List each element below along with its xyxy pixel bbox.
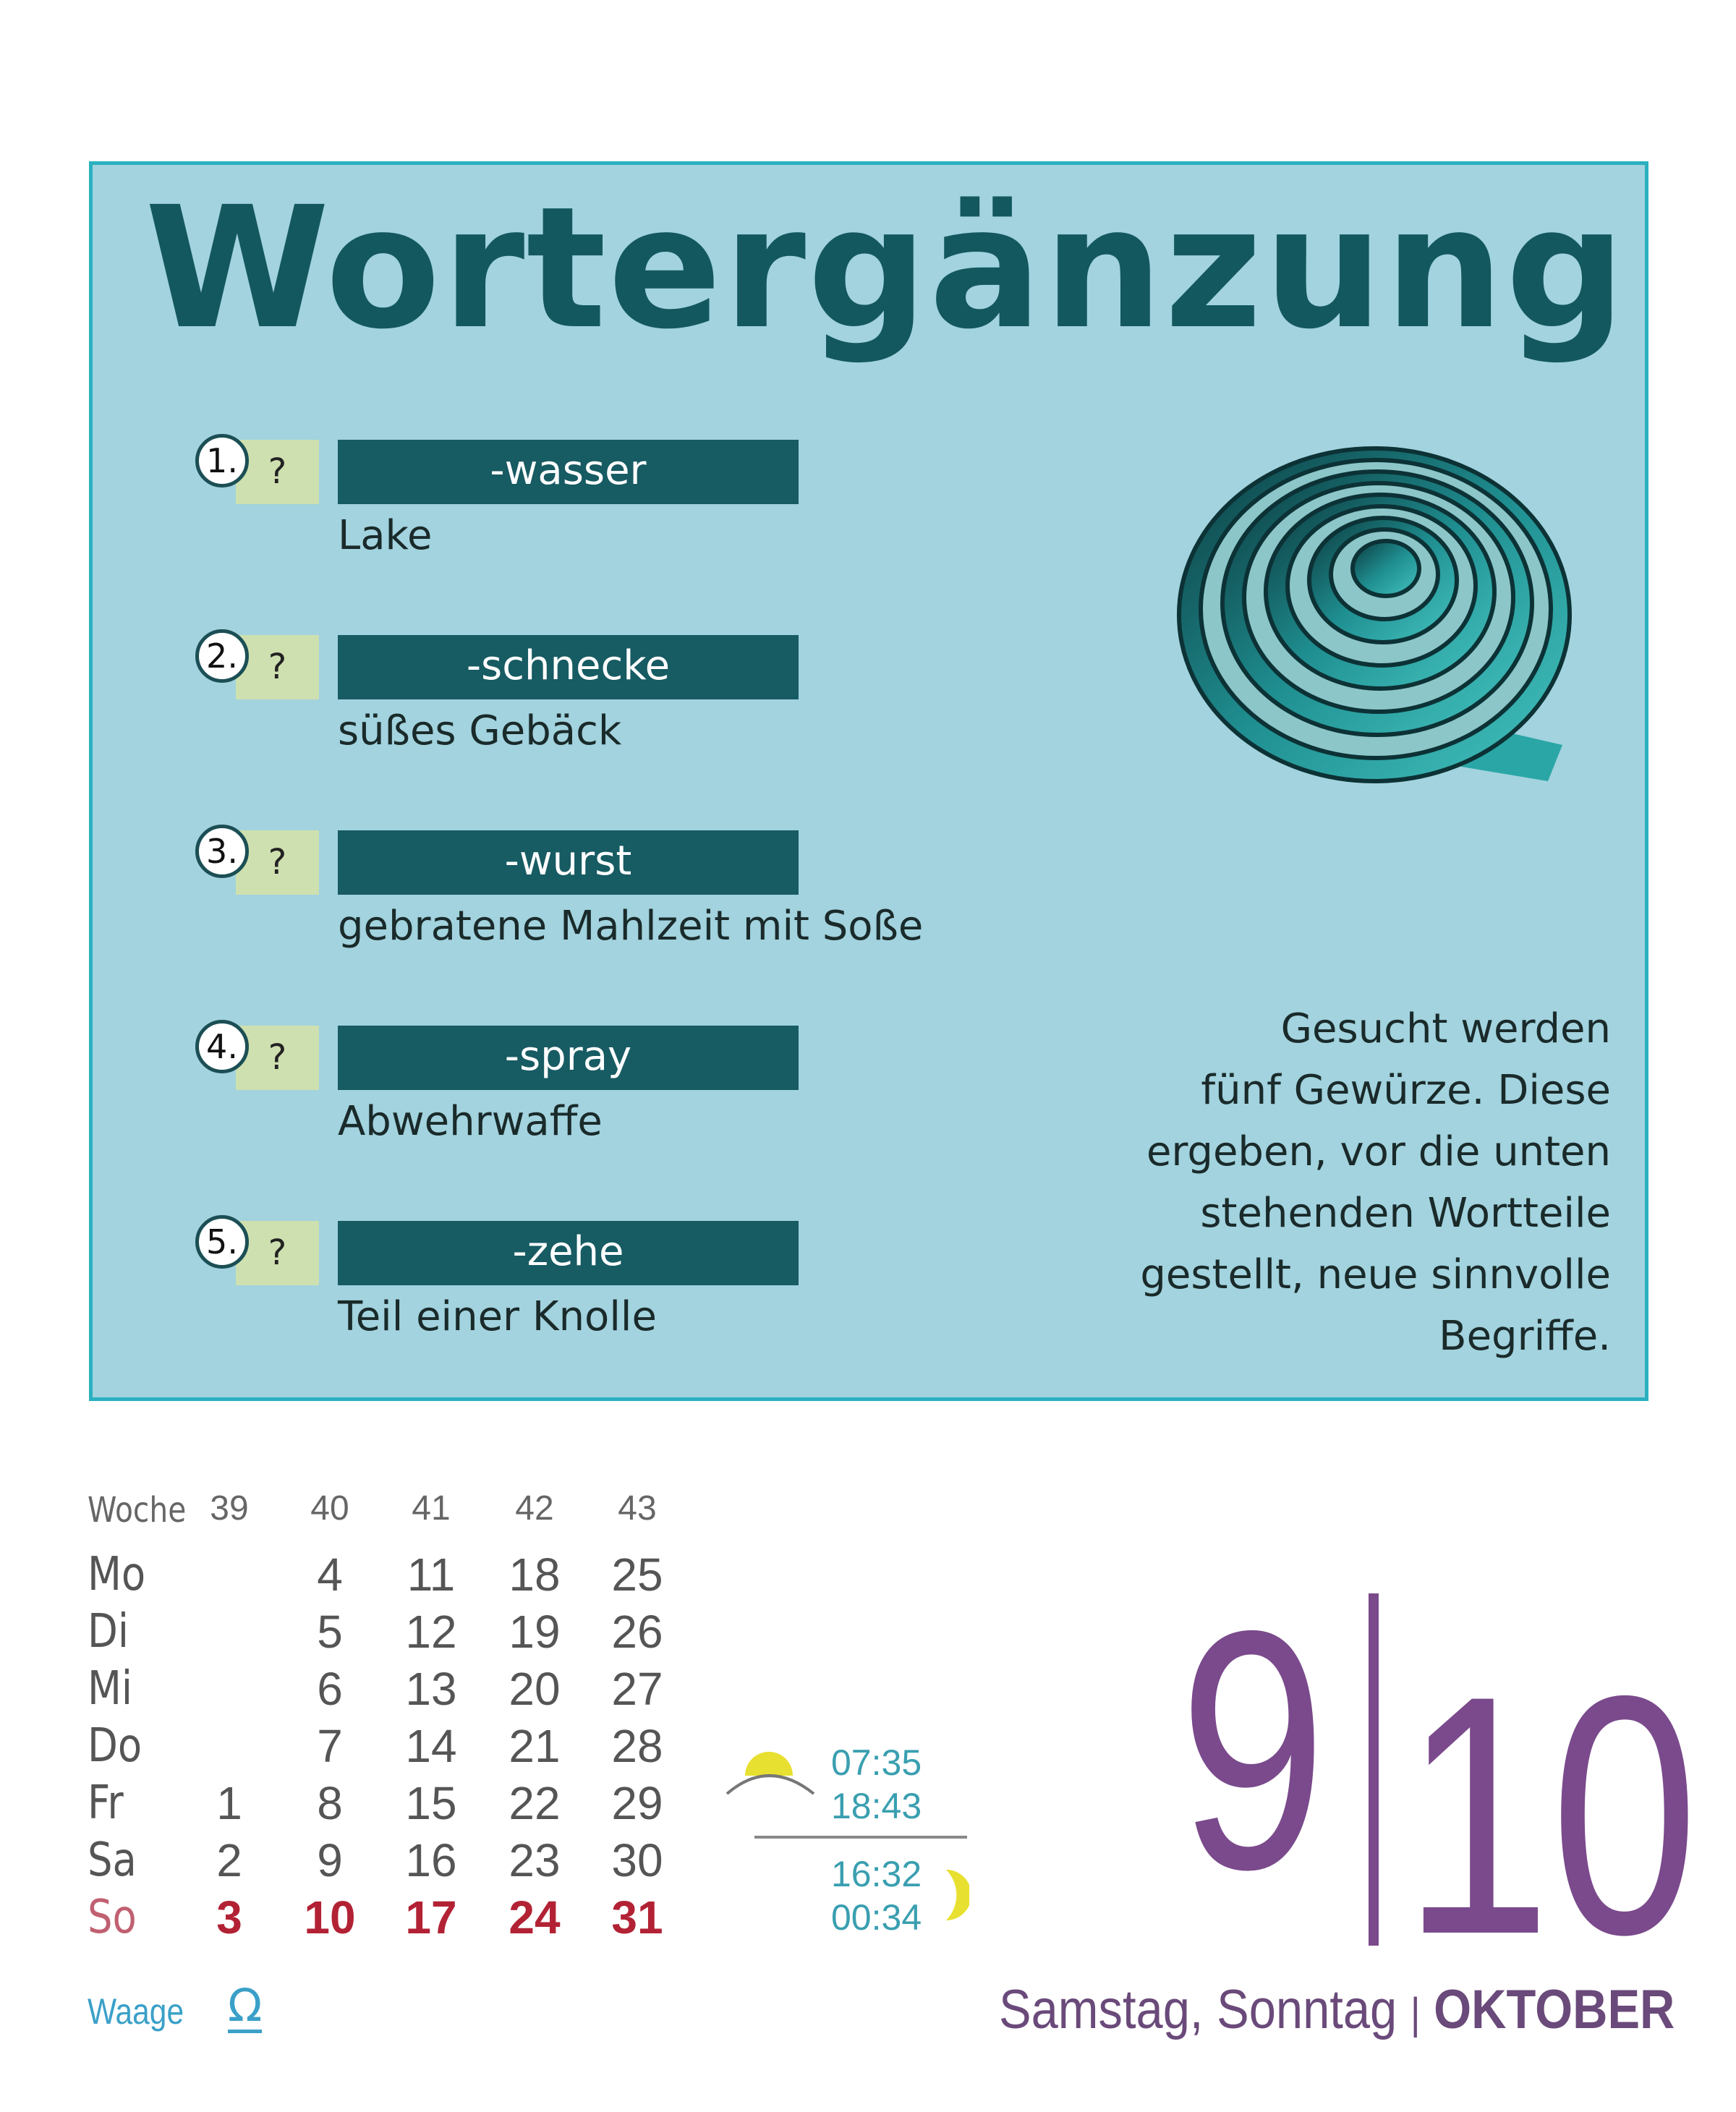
zodiac-label: Waage (88, 1991, 184, 2032)
puzzle-item: 1. ? -wasser Lake (195, 434, 919, 615)
divider (754, 1836, 967, 1839)
calendar-date: 12 (405, 1606, 457, 1658)
month: OKTOBER (1434, 1979, 1675, 2040)
calendar-date: 7 (317, 1720, 343, 1772)
weekday-label: So (88, 1891, 137, 1944)
week-number: 41 (412, 1489, 451, 1528)
weekday-label: Mi (88, 1662, 133, 1716)
caption-separator: | (1410, 1989, 1421, 2038)
calendar-date: 21 (509, 1720, 561, 1772)
calendar-date: 14 (405, 1720, 457, 1772)
puzzle-item: 4. ? -spray Abwehrwaffe (195, 1020, 919, 1201)
calendar-date: 3 (216, 1891, 242, 1943)
calendar-date: 5 (317, 1606, 343, 1658)
word-suffix: -zehe (338, 1221, 799, 1285)
puzzle-item: 2. ? -schnecke süßes Gebäck (195, 629, 919, 810)
word-suffix: -spray (338, 1026, 799, 1090)
moonrise-time: 16:32 (831, 1854, 922, 1894)
calendar-date: 2 (216, 1834, 242, 1886)
weekday-label: Fr (88, 1776, 124, 1830)
moonset-time: 00:34 (831, 1897, 922, 1938)
calendar-date: 23 (509, 1834, 561, 1886)
item-number: 1. (195, 434, 249, 487)
answer-box: ? (236, 830, 319, 895)
weekday-label: Di (88, 1605, 129, 1658)
date-day2: 10 (1403, 1625, 1698, 2005)
answer-box: ? (236, 1221, 319, 1285)
calendar-date: 6 (317, 1663, 343, 1715)
calendar-date: 4 (317, 1549, 343, 1601)
puzzle-hint: Gesucht werden fünf Gewürze. Diese ergeben… (1105, 998, 1611, 1367)
calendar-date: 11 (407, 1549, 456, 1601)
weekday-label: Sa (88, 1834, 137, 1887)
calendar-date: 17 (405, 1891, 457, 1943)
item-clue: süßes Gebäck (338, 707, 622, 754)
calendar-date: 15 (405, 1777, 457, 1829)
hint-line: Begriffe. (1439, 1313, 1611, 1360)
weekday-label: Mo (88, 1548, 146, 1601)
calendar-date: 30 (611, 1834, 663, 1886)
spiral-illustration (1177, 446, 1572, 783)
calendar-date: 8 (317, 1777, 343, 1829)
hint-line: ergeben, vor die unten (1146, 1128, 1611, 1175)
hint-line: stehenden Wortteile (1200, 1190, 1611, 1237)
calendar-date: 31 (611, 1891, 663, 1943)
puzzle-item: 3. ? -wurst gebratene Mahlzeit mit Soße (195, 825, 923, 1005)
calendar-date: 27 (611, 1663, 663, 1715)
calendar-date: 9 (317, 1834, 343, 1886)
moon-icon (946, 1870, 969, 1920)
hint-line: fünf Gewürze. Diese (1201, 1067, 1611, 1114)
calendar-date: 10 (304, 1891, 356, 1943)
word-suffix: -wurst (338, 830, 799, 895)
puzzle-item: 5. ? -zehe Teil einer Knolle (195, 1215, 919, 1396)
sunrise-time: 07:35 (831, 1742, 922, 1783)
item-number: 5. (195, 1215, 249, 1269)
item-number: 2. (195, 629, 249, 683)
item-clue: Lake (338, 512, 433, 559)
calendar-date: 26 (611, 1606, 663, 1658)
weekdays: Samstag, Sonntag (999, 1979, 1397, 2040)
calendar-date: 29 (611, 1777, 663, 1829)
calendar-date: 13 (405, 1663, 457, 1715)
calendar-date: 24 (509, 1891, 561, 1943)
calendar-date: 16 (405, 1834, 457, 1886)
week-number: 43 (618, 1489, 657, 1528)
answer-box: ? (236, 635, 319, 699)
libra-icon: Ω (228, 1979, 263, 2033)
week-label: Woche (88, 1490, 187, 1530)
puzzle-title: Wortergänzung (145, 171, 1628, 366)
week-number: 39 (210, 1489, 249, 1528)
hint-line: Gesucht werden (1280, 1005, 1611, 1052)
sunrise-icon (726, 1752, 815, 1795)
spiral-ring (1350, 539, 1421, 598)
calendar-date: 20 (509, 1663, 561, 1715)
date-day1: 9 (1179, 1560, 1327, 1940)
week-number: 42 (515, 1489, 554, 1528)
word-suffix: -schnecke (338, 635, 799, 699)
item-number: 3. (195, 825, 249, 878)
word-suffix: -wasser (338, 440, 799, 504)
calendar-date: 1 (216, 1777, 242, 1829)
item-clue: gebratene Mahlzeit mit Soße (338, 903, 924, 950)
hint-line: gestellt, neue sinnvolle (1140, 1251, 1611, 1298)
item-number: 4. (195, 1020, 249, 1073)
calendar-date: 25 (611, 1549, 663, 1601)
calendar-date: 18 (509, 1549, 561, 1601)
calendar-date: 19 (509, 1606, 561, 1658)
answer-box: ? (236, 1026, 319, 1090)
calendar-date: 28 (611, 1720, 663, 1772)
answer-box: ? (236, 440, 319, 504)
weekday-label: Do (88, 1719, 142, 1773)
date-caption: Samstag, Sonntag | OKTOBER (999, 1978, 1675, 2041)
item-clue: Abwehrwaffe (338, 1098, 603, 1145)
item-clue: Teil einer Knolle (338, 1293, 657, 1340)
date-separator (1369, 1593, 1379, 1946)
sunset-time: 18:43 (831, 1786, 922, 1826)
calendar-date: 22 (509, 1777, 561, 1829)
week-number: 40 (310, 1489, 349, 1528)
